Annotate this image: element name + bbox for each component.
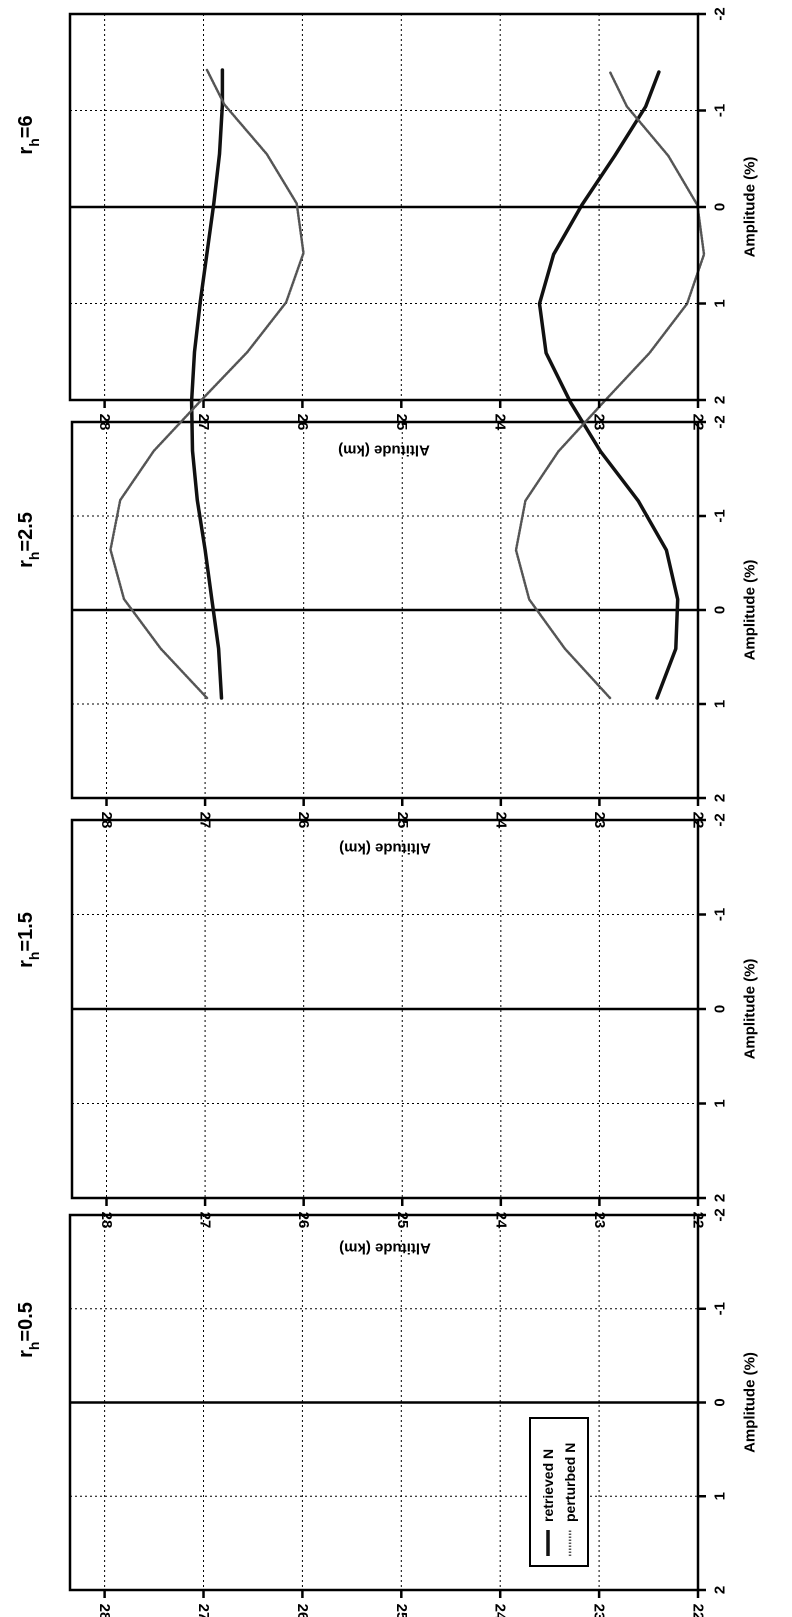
amplitude-axis-label: Amplitude (%) bbox=[742, 157, 759, 258]
altitude-tick-label: 25 bbox=[394, 1212, 411, 1229]
altitude-tick-label: 26 bbox=[294, 1604, 311, 1617]
altitude-tick-label: 23 bbox=[591, 1604, 608, 1617]
retrieved-n-line bbox=[189, 68, 225, 700]
panel-4: -2 -1 0 1 2 28 27 26 25 24 23 22 Altitude (km) Amplit… bbox=[15, 7, 759, 700]
amplitude-tick-label: 1 bbox=[712, 1492, 729, 1500]
amplitude-tick-label: -2 bbox=[712, 415, 729, 428]
altitude-tick-label: 27 bbox=[195, 1604, 212, 1617]
altitude-tick-label: 22 bbox=[690, 812, 707, 829]
altitude-tick-label: 27 bbox=[197, 1212, 214, 1229]
panel-label-main: r bbox=[15, 1350, 37, 1358]
amplitude-tick-label: 2 bbox=[712, 794, 729, 802]
panel-label-value: =2.5 bbox=[15, 512, 37, 551]
amplitude-tick-label: 0 bbox=[712, 1005, 729, 1013]
altitude-tick-label: 23 bbox=[591, 1212, 608, 1229]
amplitude-tick-label: -1 bbox=[712, 1302, 729, 1315]
panel-label-value: =1.5 bbox=[15, 912, 37, 951]
panel-label: rh=6 bbox=[15, 115, 42, 154]
legend: retrieved N perturbed N bbox=[529, 1417, 589, 1567]
panel-3: -2 -1 0 1 2 28 27 26 25 24 23 22 Altitude (km) Amplit… bbox=[15, 70, 759, 857]
altitude-tick-label: 26 bbox=[295, 1212, 312, 1229]
amplitude-tick-label: 0 bbox=[712, 1398, 729, 1406]
altitude-tick-label: 22 bbox=[690, 1604, 707, 1617]
altitude-tick-label: 26 bbox=[294, 414, 311, 431]
amplitude-tick-label: -2 bbox=[712, 813, 729, 826]
altitude-tick-label: 27 bbox=[197, 812, 214, 829]
panel-label-main: r bbox=[15, 560, 37, 568]
altitude-tick-label: 28 bbox=[98, 1212, 115, 1229]
amplitude-tick-label: 0 bbox=[712, 606, 729, 614]
panel-label-value: =6 bbox=[15, 115, 37, 138]
panel-label-subscript: h bbox=[26, 552, 42, 561]
amplitude-tick-label: -1 bbox=[712, 104, 729, 117]
altitude-axis-label: Altitude (km) bbox=[338, 442, 430, 459]
altitude-tick-label: 22 bbox=[690, 1212, 707, 1229]
amplitude-tick-label: -2 bbox=[712, 7, 729, 20]
panel-label-main: r bbox=[15, 960, 37, 968]
panel-label-subscript: h bbox=[26, 138, 42, 147]
altitude-tick-label: 26 bbox=[295, 812, 312, 829]
amplitude-tick-label: 1 bbox=[712, 1099, 729, 1107]
altitude-tick-label: 25 bbox=[394, 812, 411, 829]
altitude-tick-label: 22 bbox=[690, 414, 707, 431]
amplitude-tick-label: -1 bbox=[712, 509, 729, 522]
altitude-axis-label: Altitude (km) bbox=[339, 840, 431, 857]
amplitude-tick-label: -2 bbox=[712, 1208, 729, 1221]
legend-entry: perturbed N bbox=[562, 1443, 578, 1522]
panel-label-subscript: h bbox=[26, 952, 42, 961]
retrieved-n-line bbox=[537, 70, 680, 700]
amplitude-tick-label: 1 bbox=[712, 299, 729, 307]
altitude-tick-label: 23 bbox=[591, 812, 608, 829]
amplitude-tick-label: -1 bbox=[712, 908, 729, 921]
amplitude-tick-label: 0 bbox=[712, 203, 729, 211]
altitude-tick-label: 24 bbox=[492, 1212, 509, 1229]
altitude-axis-label: Altitude (km) bbox=[339, 1240, 431, 1257]
altitude-tick-label: 28 bbox=[96, 414, 113, 431]
panel-label: rh=2.5 bbox=[15, 512, 42, 568]
panel-2: -2 -1 0 1 2 28 27 26 25 24 23 22 Altitude (km) Amplit… bbox=[15, 813, 759, 1257]
amplitude-tick-label: 1 bbox=[712, 700, 729, 708]
altitude-tick-label: 25 bbox=[393, 1604, 410, 1617]
legend-box bbox=[529, 1417, 589, 1567]
panel-1: -2 -1 0 1 2 28 27 26 25 24 23 22 Altitude (km) Amplit… bbox=[15, 1208, 759, 1617]
panel-label-subscript: h bbox=[26, 1342, 42, 1351]
panel-label-value: =0.5 bbox=[15, 1302, 37, 1341]
amplitude-tick-label: 2 bbox=[712, 1586, 729, 1594]
altitude-tick-label: 25 bbox=[393, 414, 410, 431]
altitude-tick-label: 23 bbox=[591, 414, 608, 431]
altitude-tick-label: 28 bbox=[98, 812, 115, 829]
altitude-tick-label: 24 bbox=[492, 414, 509, 431]
perturbed-n-line bbox=[514, 70, 706, 700]
panel-label-main: r bbox=[15, 147, 37, 155]
perturbed-n-line bbox=[109, 68, 305, 700]
amplitude-tick-label: 2 bbox=[712, 396, 729, 404]
altitude-tick-label: 24 bbox=[492, 812, 509, 829]
legend-entry: retrieved N bbox=[540, 1449, 556, 1522]
amplitude-axis-label: Amplitude (%) bbox=[742, 560, 759, 661]
panel-label: rh=1.5 bbox=[15, 912, 42, 968]
altitude-tick-label: 28 bbox=[96, 1604, 113, 1617]
altitude-tick-label: 24 bbox=[492, 1604, 509, 1617]
amplitude-tick-label: 2 bbox=[712, 1194, 729, 1202]
panel-label: rh=0.5 bbox=[15, 1302, 42, 1358]
altitude-tick-label: 27 bbox=[195, 414, 212, 431]
amplitude-axis-label: Amplitude (%) bbox=[742, 959, 759, 1060]
amplitude-axis-label: Amplitude (%) bbox=[742, 1352, 759, 1453]
